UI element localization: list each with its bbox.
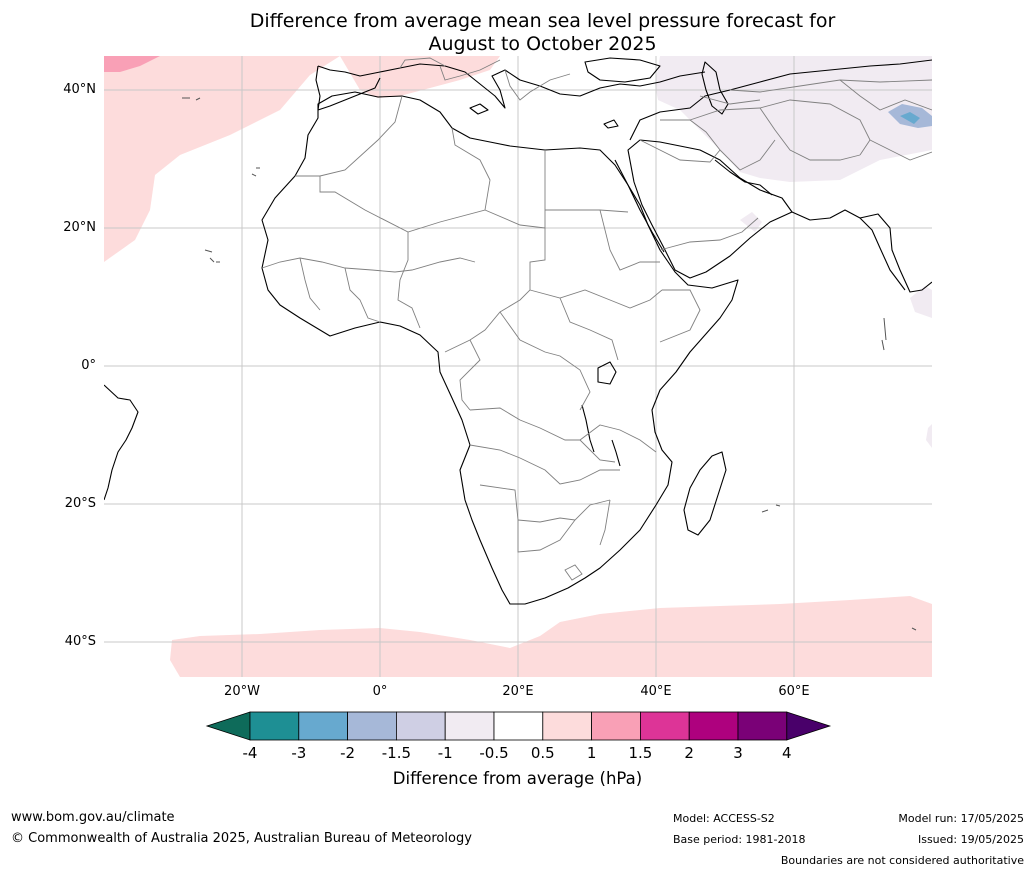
colorbar-segment	[493, 711, 544, 741]
colorbar	[205, 711, 832, 741]
cyprus-sicily	[469, 103, 619, 129]
colorbar-tick-label: -2	[340, 744, 356, 762]
black-sea	[584, 57, 661, 83]
anomaly-region-arabian-sea	[740, 212, 762, 232]
iberia-coastline	[315, 65, 381, 111]
colorbar-tick-label: 1.5	[628, 744, 653, 762]
colorbar-tick-label: 3	[733, 744, 743, 762]
colorbar-tick-label: -1.5	[381, 744, 412, 762]
anomaly-region-india-west	[910, 286, 932, 318]
colorbar-tick-label: 2	[684, 744, 694, 762]
arabia-coastline	[627, 139, 793, 279]
colorbar-segment	[542, 711, 592, 741]
lat-label-20s: 20°S	[64, 496, 96, 511]
colorbar-segment	[737, 711, 788, 741]
footer-model-run: Model run: 17/05/2025	[898, 812, 1024, 825]
colorbar-segment	[640, 711, 690, 741]
footer-copyright: © Commonwealth of Australia 2025, Austra…	[11, 831, 472, 846]
persian-gulf	[714, 159, 773, 196]
europe-coastline	[317, 63, 706, 109]
gridlines	[104, 56, 932, 677]
colorbar-segment	[444, 711, 495, 741]
lon-label-20e: 20°E	[502, 684, 534, 699]
lat-label-0: 0°	[81, 358, 96, 373]
colorbar-title: Difference from average (hPa)	[392, 769, 643, 788]
lon-label-20w: 20°W	[224, 684, 260, 699]
colorbar-segment	[249, 711, 300, 741]
colorbar-extend-high	[786, 711, 832, 741]
anomaly-region-north-atlantic	[104, 56, 340, 262]
title-line-2: August to October 2025	[428, 33, 657, 55]
lat-label-20n: 20°N	[63, 220, 96, 235]
footer-model: Model: ACCESS-S2	[673, 812, 775, 825]
lat-label-40s: 40°S	[64, 634, 96, 649]
footer-base-period: Base period: 1981-2018	[673, 833, 806, 846]
footer-disclaimer: Boundaries are not considered authoritat…	[780, 854, 1024, 867]
map-canvas	[104, 56, 932, 677]
lake-victoria	[597, 361, 617, 385]
anomaly-region-north-atlantic-strong	[104, 56, 160, 72]
south-america-coast	[104, 384, 139, 501]
africa-coastline	[261, 91, 739, 605]
asia-coastline	[629, 59, 932, 293]
anomaly-region-indian-ocean	[926, 424, 932, 448]
anomaly-region-tibet-core	[900, 112, 920, 124]
title-line-1: Difference from average mean sea level p…	[249, 10, 836, 32]
colorbar-segment	[591, 711, 641, 741]
lake-tanganyika	[581, 404, 595, 453]
anomaly-region-southern-ocean	[104, 596, 932, 677]
red-sea-line	[614, 159, 665, 253]
lon-label-60e: 60°E	[778, 684, 810, 699]
colorbar-tick-label: -3	[291, 744, 307, 762]
colorbar-tick-label: 4	[782, 744, 792, 762]
colorbar-tick-label: 1	[586, 744, 597, 762]
footer-website: www.bom.gov.au/climate	[11, 810, 175, 825]
colorbar-tick-label: -4	[242, 744, 258, 762]
lon-label-0: 0°	[372, 684, 388, 699]
colorbar-extend-low	[205, 711, 251, 741]
colorbar-tick-label: 0.5	[530, 744, 555, 762]
lake-malawi	[611, 439, 621, 467]
map-title: Difference from average mean sea level p…	[0, 10, 1035, 56]
coastlines	[104, 57, 932, 605]
lat-label-40n: 40°N	[63, 82, 96, 97]
lon-label-40e: 40°E	[640, 684, 672, 699]
footer-issued: Issued: 19/05/2025	[917, 833, 1024, 846]
colorbar-segment	[688, 711, 739, 741]
country-borders	[261, 57, 932, 581]
caspian-sea	[701, 61, 729, 115]
colorbar-segment	[395, 711, 446, 741]
islands	[182, 97, 917, 631]
colorbar-segment	[347, 711, 397, 741]
colorbar-tick-label: -0.5	[479, 744, 509, 762]
madagascar	[683, 451, 727, 536]
colorbar-segment	[298, 711, 348, 741]
colorbar-tick-label: -1	[437, 744, 453, 762]
india-coastline	[859, 217, 906, 291]
